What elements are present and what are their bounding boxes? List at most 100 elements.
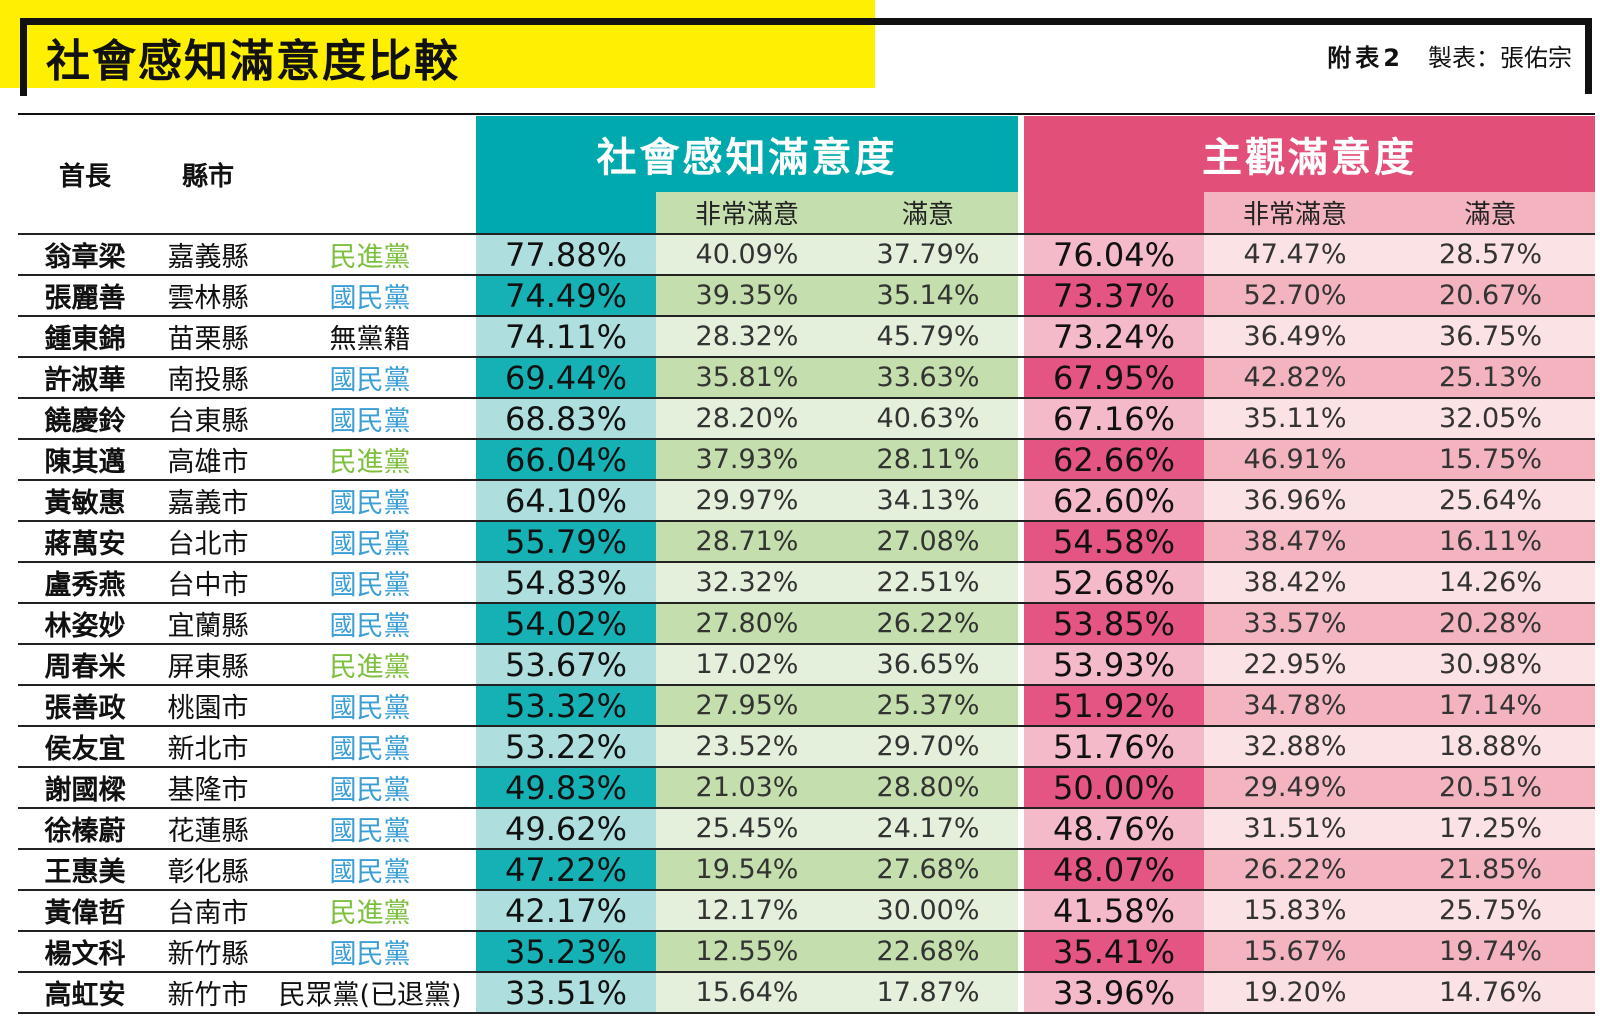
- table-row: 張善政 桃園市 國民黨 53.32% 27.95% 25.37% 51.92% 34.78% 1…: [18, 685, 1596, 727]
- social-very-cell: 23.52%: [656, 726, 838, 768]
- subj-sat-cell: 14.26%: [1386, 562, 1596, 604]
- social-sat-cell: 45.79%: [838, 316, 1019, 358]
- social-total-cell: 74.49%: [476, 275, 656, 317]
- row-gap-cell: [1018, 603, 1025, 645]
- leader-name-cell: 盧秀燕: [18, 562, 152, 604]
- subj-total-cell: 35.41%: [1024, 931, 1205, 973]
- subj-sat-cell: 21.85%: [1386, 849, 1596, 891]
- row-gap-cell: [1018, 890, 1025, 932]
- social-total-cell: 77.88%: [476, 233, 656, 276]
- table-row: 黃敏惠 嘉義市 國民黨 64.10% 29.97% 34.13% 62.60% 36.96% 2…: [18, 480, 1596, 522]
- subj-very-cell: 52.70%: [1204, 275, 1387, 317]
- county-cell: 台東縣: [152, 398, 264, 440]
- county-cell: 桃園市: [152, 685, 264, 727]
- social-sat-cell: 22.68%: [838, 931, 1019, 973]
- subheader-social-sat: 滿意: [838, 192, 1019, 234]
- social-sat-cell: 27.08%: [838, 521, 1019, 563]
- frame-top-border: [20, 18, 1592, 25]
- subj-total-cell: 62.60%: [1024, 480, 1205, 522]
- subheader-subj-very: 非常滿意: [1204, 192, 1387, 234]
- social-sat-cell: 24.17%: [838, 808, 1019, 850]
- social-very-cell: 37.93%: [656, 439, 838, 481]
- subj-total-cell: 51.92%: [1024, 685, 1205, 727]
- row-gap-cell: [1018, 767, 1025, 809]
- social-total-cell: 53.22%: [476, 726, 656, 768]
- subj-total-cell: 73.37%: [1024, 275, 1205, 317]
- subj-sat-cell: 14.76%: [1386, 972, 1596, 1014]
- frame-left-border: [20, 18, 27, 96]
- table-row: 林姿妙 宜蘭縣 國民黨 54.02% 27.80% 26.22% 53.85% 33.57% 2…: [18, 603, 1596, 645]
- table-row: 謝國樑 基隆市 國民黨 49.83% 21.03% 28.80% 50.00% 29.49% 2…: [18, 767, 1596, 809]
- social-sat-cell: 40.63%: [838, 398, 1019, 440]
- subj-sat-cell: 32.05%: [1386, 398, 1596, 440]
- social-very-cell: 40.09%: [656, 233, 838, 276]
- row-gap-cell: [1018, 726, 1025, 768]
- row-gap-cell: [1018, 398, 1025, 440]
- table-row: 翁章梁 嘉義縣 民進黨 77.88% 40.09% 37.79% 76.04% 47.47% 2…: [18, 233, 1596, 276]
- party-cell: 民進黨: [264, 233, 476, 276]
- social-total-cell: 66.04%: [476, 439, 656, 481]
- subj-total-cell: 41.58%: [1024, 890, 1205, 932]
- party-cell: 國民黨: [264, 357, 476, 399]
- leader-name-cell: 黃敏惠: [18, 480, 152, 522]
- subj-sat-cell: 25.64%: [1386, 480, 1596, 522]
- subj-sat-cell: 18.88%: [1386, 726, 1596, 768]
- table-row: 王惠美 彰化縣 國民黨 47.22% 19.54% 27.68% 48.07% 26.22% 2…: [18, 849, 1596, 891]
- table-row: 盧秀燕 台中市 國民黨 54.83% 32.32% 22.51% 52.68% 38.42% 1…: [18, 562, 1596, 604]
- row-gap-cell: [1018, 808, 1025, 850]
- county-cell: 嘉義縣: [152, 233, 264, 276]
- table-row: 侯友宜 新北市 國民黨 53.22% 23.52% 29.70% 51.76% 32.88% 1…: [18, 726, 1596, 768]
- social-very-cell: 21.03%: [656, 767, 838, 809]
- subj-very-cell: 22.95%: [1204, 644, 1387, 686]
- subj-sat-cell: 20.28%: [1386, 603, 1596, 645]
- row-gap-cell: [1018, 972, 1025, 1014]
- subj-very-cell: 47.47%: [1204, 233, 1387, 276]
- party-cell: 國民黨: [264, 562, 476, 604]
- social-very-cell: 15.64%: [656, 972, 838, 1014]
- row-gap-cell: [1018, 439, 1025, 481]
- leader-name-cell: 張善政: [18, 685, 152, 727]
- leader-name-cell: 蔣萬安: [18, 521, 152, 563]
- leader-name-cell: 翁章梁: [18, 233, 152, 276]
- subj-very-cell: 38.47%: [1204, 521, 1387, 563]
- subj-sat-cell: 30.98%: [1386, 644, 1596, 686]
- subj-total-cell: 48.76%: [1024, 808, 1205, 850]
- col-header-party-blank: [264, 116, 476, 234]
- social-total-cell: 55.79%: [476, 521, 656, 563]
- social-very-cell: 27.80%: [656, 603, 838, 645]
- subj-sat-cell: 16.11%: [1386, 521, 1596, 563]
- subj-total-cell: 73.24%: [1024, 316, 1205, 358]
- social-sat-cell: 35.14%: [838, 275, 1019, 317]
- row-gap-cell: [1018, 275, 1025, 317]
- social-very-cell: 19.54%: [656, 849, 838, 891]
- party-cell: 國民黨: [264, 275, 476, 317]
- group-gap: [1018, 116, 1025, 234]
- subj-very-cell: 29.49%: [1204, 767, 1387, 809]
- social-sat-cell: 17.87%: [838, 972, 1019, 1014]
- row-gap-cell: [1018, 685, 1025, 727]
- table-row: 許淑華 南投縣 國民黨 69.44% 35.81% 33.63% 67.95% 42.82% 2…: [18, 357, 1596, 399]
- subj-very-cell: 33.57%: [1204, 603, 1387, 645]
- group-header-subjective: 主觀滿意度: [1024, 116, 1596, 192]
- table-row: 陳其邁 高雄市 民進黨 66.04% 37.93% 28.11% 62.66% 46.91% 1…: [18, 439, 1596, 481]
- table-row: 楊文科 新竹縣 國民黨 35.23% 12.55% 22.68% 35.41% 15.67% 1…: [18, 931, 1596, 973]
- county-cell: 彰化縣: [152, 849, 264, 891]
- social-sat-cell: 37.79%: [838, 233, 1019, 276]
- social-very-cell: 28.20%: [656, 398, 838, 440]
- row-gap-cell: [1018, 644, 1025, 686]
- party-cell: 國民黨: [264, 767, 476, 809]
- row-gap-cell: [1018, 562, 1025, 604]
- county-cell: 嘉義市: [152, 480, 264, 522]
- county-cell: 基隆市: [152, 767, 264, 809]
- subj-very-cell: 19.20%: [1204, 972, 1387, 1014]
- leader-name-cell: 王惠美: [18, 849, 152, 891]
- subj-sat-cell: 25.75%: [1386, 890, 1596, 932]
- social-total-cell: 49.83%: [476, 767, 656, 809]
- frame-right-border: [1585, 18, 1592, 94]
- subj-very-cell: 36.96%: [1204, 480, 1387, 522]
- party-cell: 國民黨: [264, 480, 476, 522]
- county-cell: 雲林縣: [152, 275, 264, 317]
- leader-name-cell: 楊文科: [18, 931, 152, 973]
- subj-very-cell: 42.82%: [1204, 357, 1387, 399]
- row-gap-cell: [1018, 480, 1025, 522]
